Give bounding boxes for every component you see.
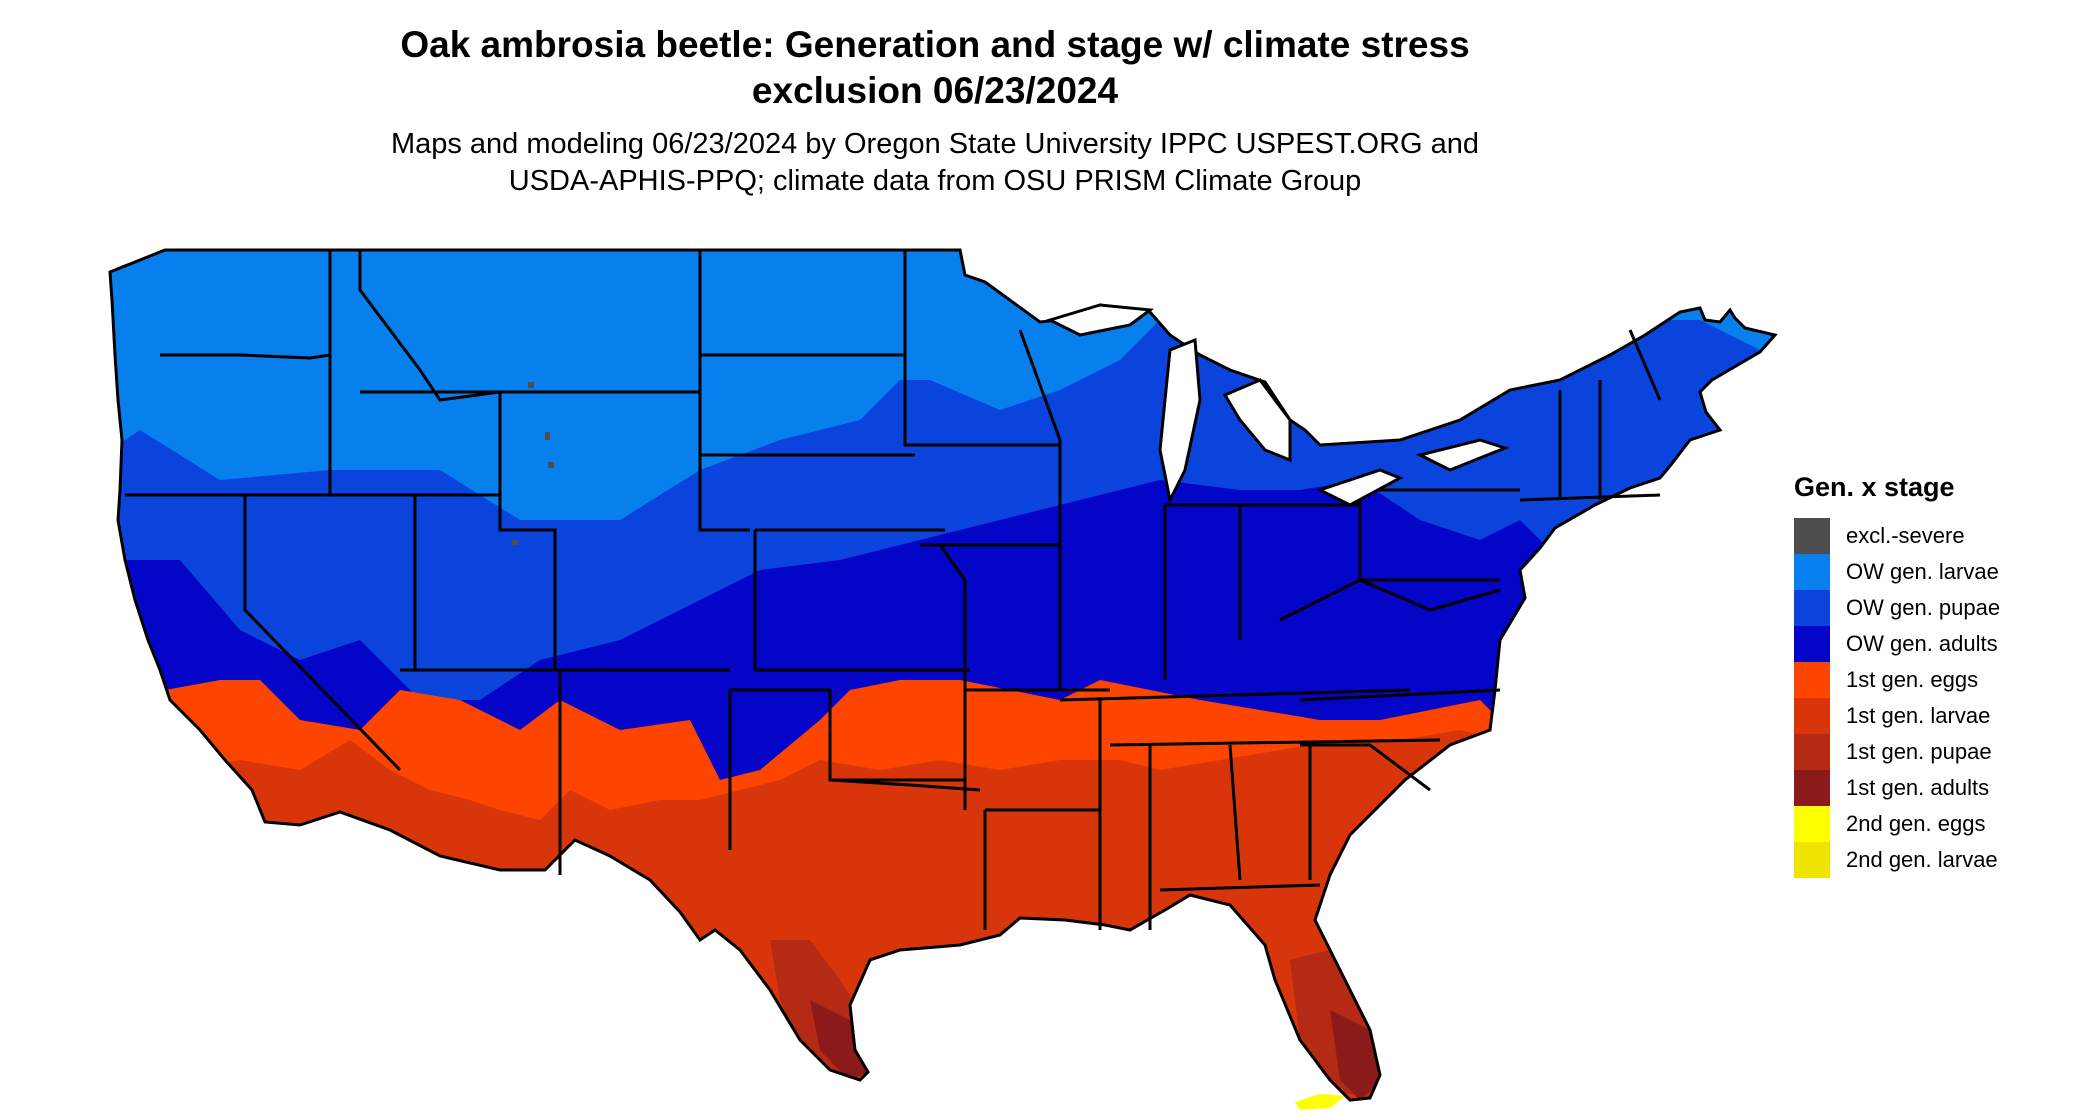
legend-swatch xyxy=(1794,734,1830,770)
legend-swatch xyxy=(1794,842,1830,878)
subtitle-line-2: USDA-APHIS-PPQ; climate data from OSU PR… xyxy=(508,165,1362,197)
legend-swatch xyxy=(1794,554,1830,590)
lake-ontario xyxy=(1415,438,1510,472)
zone-1st-adults-fl xyxy=(1330,1010,1382,1100)
lake-superior xyxy=(1045,303,1154,337)
lake-huron xyxy=(1222,378,1292,463)
map-title: Oak ambrosia beetle: Generation and stag… xyxy=(0,22,1870,114)
legend-swatch xyxy=(1794,626,1830,662)
legend-item: 2nd gen. larvae xyxy=(1794,842,2084,878)
legend-item: 1st gen. larvae xyxy=(1794,698,2084,734)
legend-title: Gen. x stage xyxy=(1794,472,1955,502)
legend-item: OW gen. adults xyxy=(1794,626,2084,662)
zone-1st-adults-tx xyxy=(810,1000,870,1082)
legend-label: 1st gen. adults xyxy=(1846,775,1990,800)
title-line-2: exclusion 06/23/2024 xyxy=(751,70,1119,111)
great-lakes xyxy=(1045,303,1510,507)
legend-label: 2nd gen. eggs xyxy=(1846,811,1986,836)
title-line-1: Oak ambrosia beetle: Generation and stag… xyxy=(400,24,1470,65)
legend-swatch xyxy=(1794,662,1830,698)
lake-erie xyxy=(1316,468,1404,507)
legend-label: excl.-severe xyxy=(1846,523,1965,548)
legend-item: excl.-severe xyxy=(1794,518,2084,554)
legend-item: OW gen. pupae xyxy=(1794,590,2084,626)
legend-swatch xyxy=(1794,590,1830,626)
legend: Gen. x stage excl.-severe OW gen. larvae O… xyxy=(1794,470,2084,878)
legend-items: excl.-severe OW gen. larvae OW gen. pupae O… xyxy=(1794,518,2084,878)
legend-swatch xyxy=(1794,770,1830,806)
legend-item: OW gen. larvae xyxy=(1794,554,2084,590)
legend-label: OW gen. pupae xyxy=(1846,595,2001,620)
legend-label: OW gen. adults xyxy=(1846,631,1998,656)
state-boundaries xyxy=(125,250,1662,930)
zone-1st-larvae xyxy=(110,730,1775,1100)
legend-label: 1st gen. eggs xyxy=(1846,667,1979,692)
zone-2nd-eggs-keys xyxy=(1295,1094,1345,1110)
legend-label: 1st gen. larvae xyxy=(1846,703,1991,728)
legend-swatch xyxy=(1794,698,1830,734)
legend-label: 1st gen. pupae xyxy=(1846,739,1992,764)
legend-label: 2nd gen. larvae xyxy=(1846,847,1998,872)
legend-swatch xyxy=(1794,518,1830,554)
map-subtitle: Maps and modeling 06/23/2024 by Oregon S… xyxy=(0,126,1870,200)
legend-label: OW gen. larvae xyxy=(1846,559,1999,584)
legend-item: 1st gen. adults xyxy=(1794,770,2084,806)
legend-item: 1st gen. eggs xyxy=(1794,662,2084,698)
legend-swatch xyxy=(1794,806,1830,842)
legend-item: 1st gen. pupae xyxy=(1794,734,2084,770)
subtitle-line-1: Maps and modeling 06/23/2024 by Oregon S… xyxy=(390,128,1480,160)
zone-excl-severe xyxy=(512,382,554,545)
legend-item: 2nd gen. eggs xyxy=(1794,806,2084,842)
lake-michigan xyxy=(1158,337,1202,505)
